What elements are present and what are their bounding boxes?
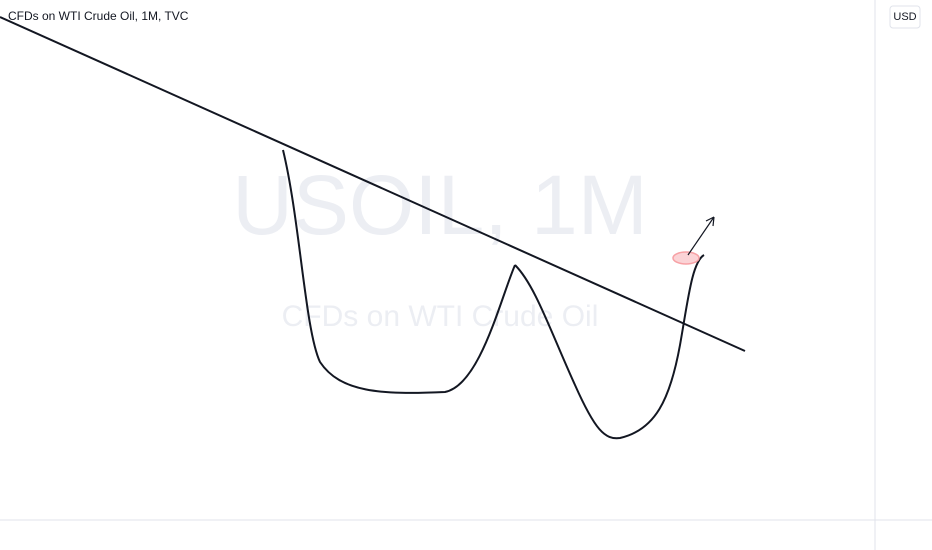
arrow-head — [705, 216, 715, 227]
handle-curve — [514, 254, 705, 440]
currency-box[interactable] — [889, 5, 921, 29]
target-ellipse — [672, 251, 700, 265]
chart-title: CFDs on WTI Crude Oil, 1M, TVC — [8, 9, 189, 23]
arrow-line — [687, 216, 715, 256]
cup-curve — [282, 149, 516, 394]
currency[interactable]: USD — [893, 11, 916, 23]
drawings — [0, 16, 746, 440]
watermark: USOIL, 1M — [232, 158, 647, 252]
trend-line — [0, 16, 746, 352]
